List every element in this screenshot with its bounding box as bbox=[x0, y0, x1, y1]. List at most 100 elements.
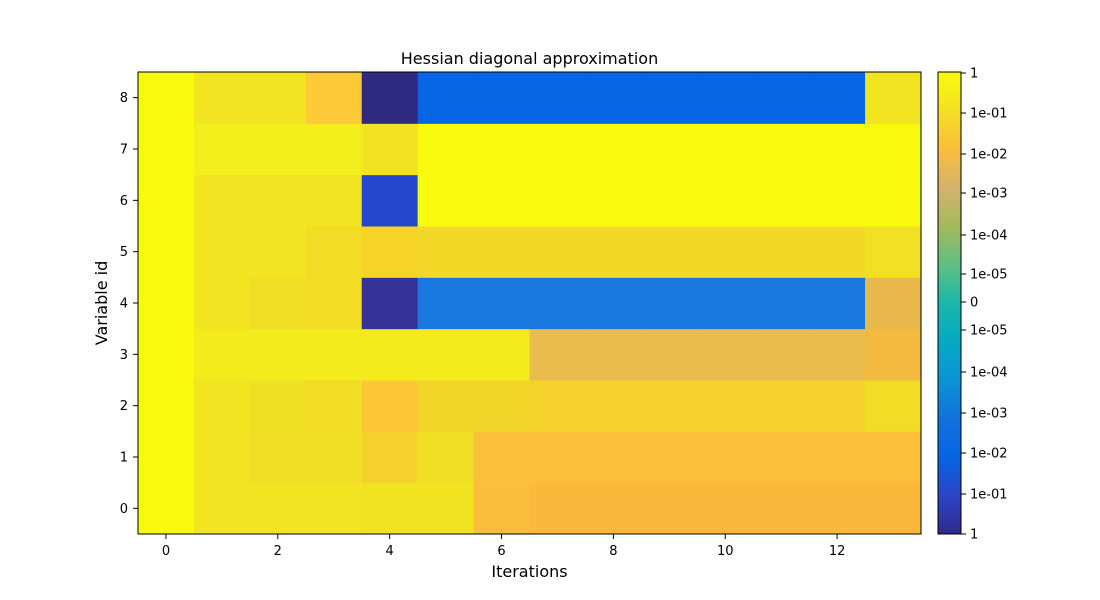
heatmap-cell bbox=[193, 123, 251, 176]
heatmap-cell bbox=[193, 277, 251, 330]
colorbar-tick-label: 1e-01 bbox=[970, 488, 1008, 503]
heatmap-cell bbox=[193, 226, 251, 278]
heatmap-cell bbox=[753, 174, 810, 227]
heatmap-cell bbox=[473, 431, 530, 484]
heatmap-cell bbox=[529, 380, 586, 432]
heatmap-cell bbox=[865, 431, 922, 484]
heatmap-cell bbox=[809, 226, 866, 278]
x-axis-label: Iterations bbox=[491, 562, 567, 581]
x-tick-label: 12 bbox=[829, 544, 846, 559]
heatmap-cell bbox=[361, 277, 419, 330]
heatmap-cell bbox=[361, 482, 419, 535]
heatmap-cell bbox=[697, 482, 754, 535]
y-tick-label: 7 bbox=[120, 143, 128, 158]
colorbar-tick-label: 1e-02 bbox=[970, 447, 1008, 462]
heatmap-cell bbox=[809, 482, 866, 535]
heatmap-cell bbox=[753, 380, 810, 432]
heatmap-cell bbox=[697, 123, 754, 176]
heatmap-cell bbox=[138, 123, 195, 176]
colorbar-tick-label: 1e-05 bbox=[970, 268, 1008, 283]
heatmap-cell bbox=[361, 174, 419, 227]
heatmap-cell bbox=[697, 328, 754, 381]
chart-title: Hessian diagonal approximation bbox=[401, 49, 658, 68]
heatmap-cell bbox=[529, 226, 586, 278]
heatmap-cell bbox=[585, 431, 642, 484]
y-tick-label: 6 bbox=[120, 194, 128, 209]
heatmap-cell bbox=[193, 380, 251, 432]
x-tick-label: 6 bbox=[497, 544, 505, 559]
heatmap-cell bbox=[138, 226, 195, 278]
heatmap-cell bbox=[193, 174, 251, 227]
heatmap-cell bbox=[138, 328, 195, 381]
heatmap-cell bbox=[809, 72, 866, 124]
y-axis-ticks: 0 1 2 3 4 5 6 7 8 bbox=[120, 91, 138, 517]
x-tick-label: 4 bbox=[386, 544, 394, 559]
heatmap-cell bbox=[473, 328, 530, 381]
heatmap-cell bbox=[249, 174, 307, 227]
heatmap-cell bbox=[753, 277, 810, 330]
heatmap-cell bbox=[249, 72, 307, 124]
heatmap-cell bbox=[697, 226, 754, 278]
heatmap-cell bbox=[697, 174, 754, 227]
heatmap-cell bbox=[529, 123, 586, 176]
heatmap-cell bbox=[753, 123, 810, 176]
heatmap-cell bbox=[529, 482, 586, 535]
heatmap-cell bbox=[585, 174, 642, 227]
heatmap-cells bbox=[138, 72, 922, 535]
x-tick-label: 2 bbox=[274, 544, 282, 559]
heatmap-cell bbox=[417, 123, 475, 176]
heatmap-cell bbox=[865, 328, 922, 381]
heatmap-cell bbox=[417, 277, 475, 330]
heatmap-cell bbox=[865, 72, 922, 124]
heatmap-cell bbox=[249, 431, 307, 484]
y-tick-label: 2 bbox=[120, 399, 128, 414]
colorbar-tick-label: 1e-03 bbox=[970, 187, 1008, 202]
heatmap-cell bbox=[138, 482, 195, 535]
colorbar-tick-label: 1e-02 bbox=[970, 148, 1008, 163]
heatmap-cell bbox=[529, 72, 586, 124]
heatmap-cell bbox=[193, 328, 251, 381]
heatmap-cell bbox=[361, 226, 419, 278]
heatmap-cell bbox=[417, 482, 475, 535]
heatmap-cell bbox=[417, 380, 475, 432]
heatmap-cell bbox=[193, 72, 251, 124]
heatmap-cell bbox=[249, 380, 307, 432]
heatmap-cell bbox=[473, 226, 530, 278]
x-tick-label: 0 bbox=[162, 544, 170, 559]
heatmap-cell bbox=[138, 380, 195, 432]
heatmap-cell bbox=[305, 380, 363, 432]
heatmap-cell bbox=[641, 123, 698, 176]
heatmap-cell bbox=[305, 328, 363, 381]
colorbar-tick-label: 1e-04 bbox=[970, 229, 1008, 244]
heatmap-cell bbox=[585, 123, 642, 176]
y-tick-label: 8 bbox=[120, 91, 128, 106]
y-tick-label: 4 bbox=[120, 297, 128, 312]
colorbar-tick-label: 1 bbox=[970, 67, 978, 82]
heatmap-cell bbox=[809, 277, 866, 330]
heatmap-cell bbox=[697, 277, 754, 330]
heatmap-cell bbox=[697, 380, 754, 432]
y-axis-label: Variable id bbox=[92, 261, 111, 345]
heatmap-cell bbox=[193, 482, 251, 535]
heatmap-cell bbox=[641, 328, 698, 381]
heatmap-cell bbox=[809, 174, 866, 227]
heatmap-cell bbox=[473, 174, 530, 227]
heatmap-cell bbox=[249, 226, 307, 278]
colorbar-ticks: 1 1e-01 1e-02 1e-03 1e-04 1e-05 0 1e-05 1e-04 1e-… bbox=[961, 67, 1008, 543]
heatmap-cell bbox=[473, 123, 530, 176]
heatmap-cell bbox=[305, 123, 363, 176]
heatmap-cell bbox=[865, 226, 922, 278]
heatmap-cell bbox=[809, 380, 866, 432]
heatmap-cell bbox=[361, 431, 419, 484]
colorbar-tick-label: 1e-01 bbox=[970, 107, 1008, 122]
heatmap-cell bbox=[865, 174, 922, 227]
heatmap-cell bbox=[361, 380, 419, 432]
heatmap-cell bbox=[193, 431, 251, 484]
heatmap-cell bbox=[417, 72, 475, 124]
heatmap-cell bbox=[305, 431, 363, 484]
x-tick-label: 10 bbox=[717, 544, 734, 559]
heatmap-cell bbox=[865, 380, 922, 432]
heatmap-cell bbox=[585, 380, 642, 432]
heatmap-cell bbox=[585, 226, 642, 278]
